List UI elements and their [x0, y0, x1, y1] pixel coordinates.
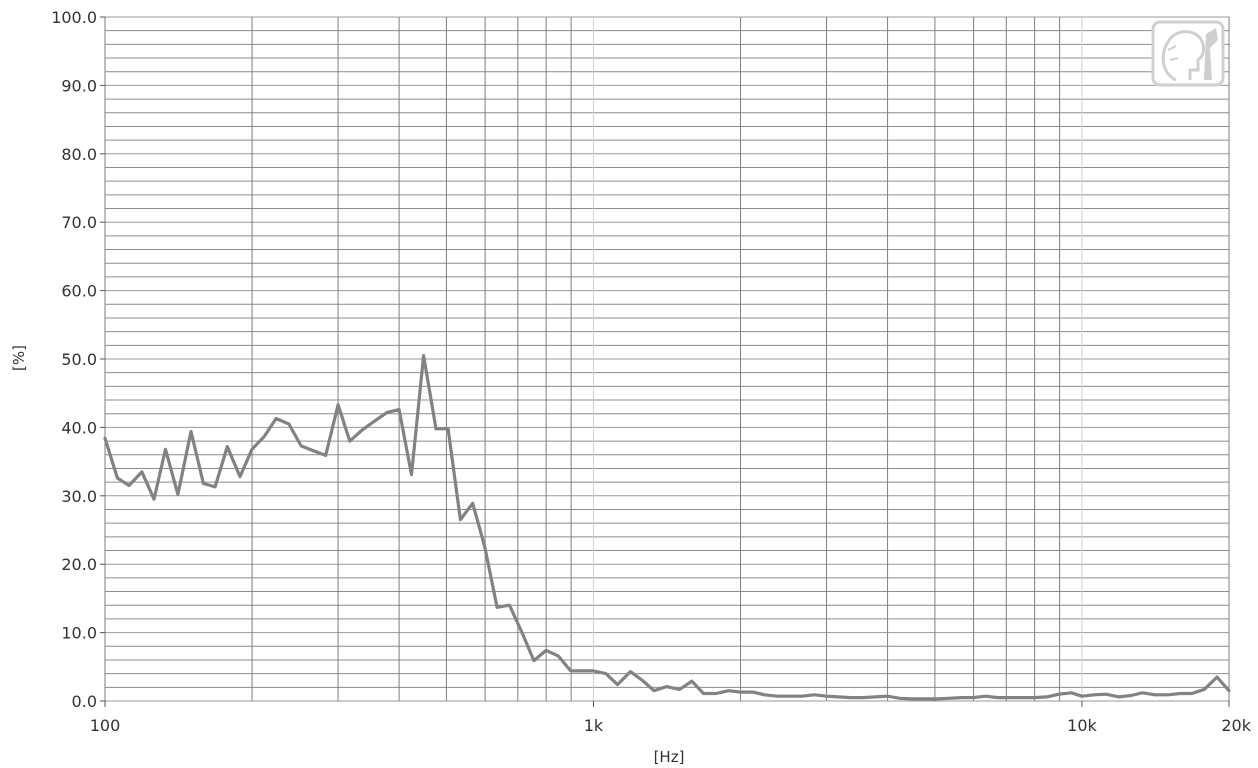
y-tick-label: 20.0 — [61, 555, 97, 574]
x-tick-label: 1k — [584, 716, 604, 735]
y-tick-label: 40.0 — [61, 418, 97, 437]
y-tick-label: 0.0 — [72, 692, 97, 711]
grid — [104, 16, 1230, 702]
y-axis-tick-labels: 0.0 10.0 20.0 30.0 40.0 50.0 60.0 70.0 80.0 90.0 1… — [51, 8, 105, 711]
y-tick-label: 90.0 — [61, 76, 97, 95]
y-axis-label: [%] — [10, 345, 28, 371]
x-tick-label: 20k — [1221, 716, 1251, 735]
series-line-group — [103, 354, 1231, 701]
x-tick-label: 10k — [1067, 716, 1097, 735]
x-axis-tick-labels: 100 1k 10k 20k — [90, 701, 1252, 735]
y-tick-label: 70.0 — [61, 213, 97, 232]
y-tick-label: 50.0 — [61, 350, 97, 369]
series-line — [103, 354, 1231, 701]
y-tick-label: 100.0 — [51, 8, 97, 27]
y-tick-label: 10.0 — [61, 624, 97, 643]
y-tick-label: 60.0 — [61, 282, 97, 301]
y-tick-label: 80.0 — [61, 145, 97, 164]
y-tick-label: 30.0 — [61, 487, 97, 506]
x-tick-label: 100 — [90, 716, 121, 735]
brand-logo — [1151, 20, 1225, 87]
x-axis-label: [Hz] — [654, 748, 685, 766]
